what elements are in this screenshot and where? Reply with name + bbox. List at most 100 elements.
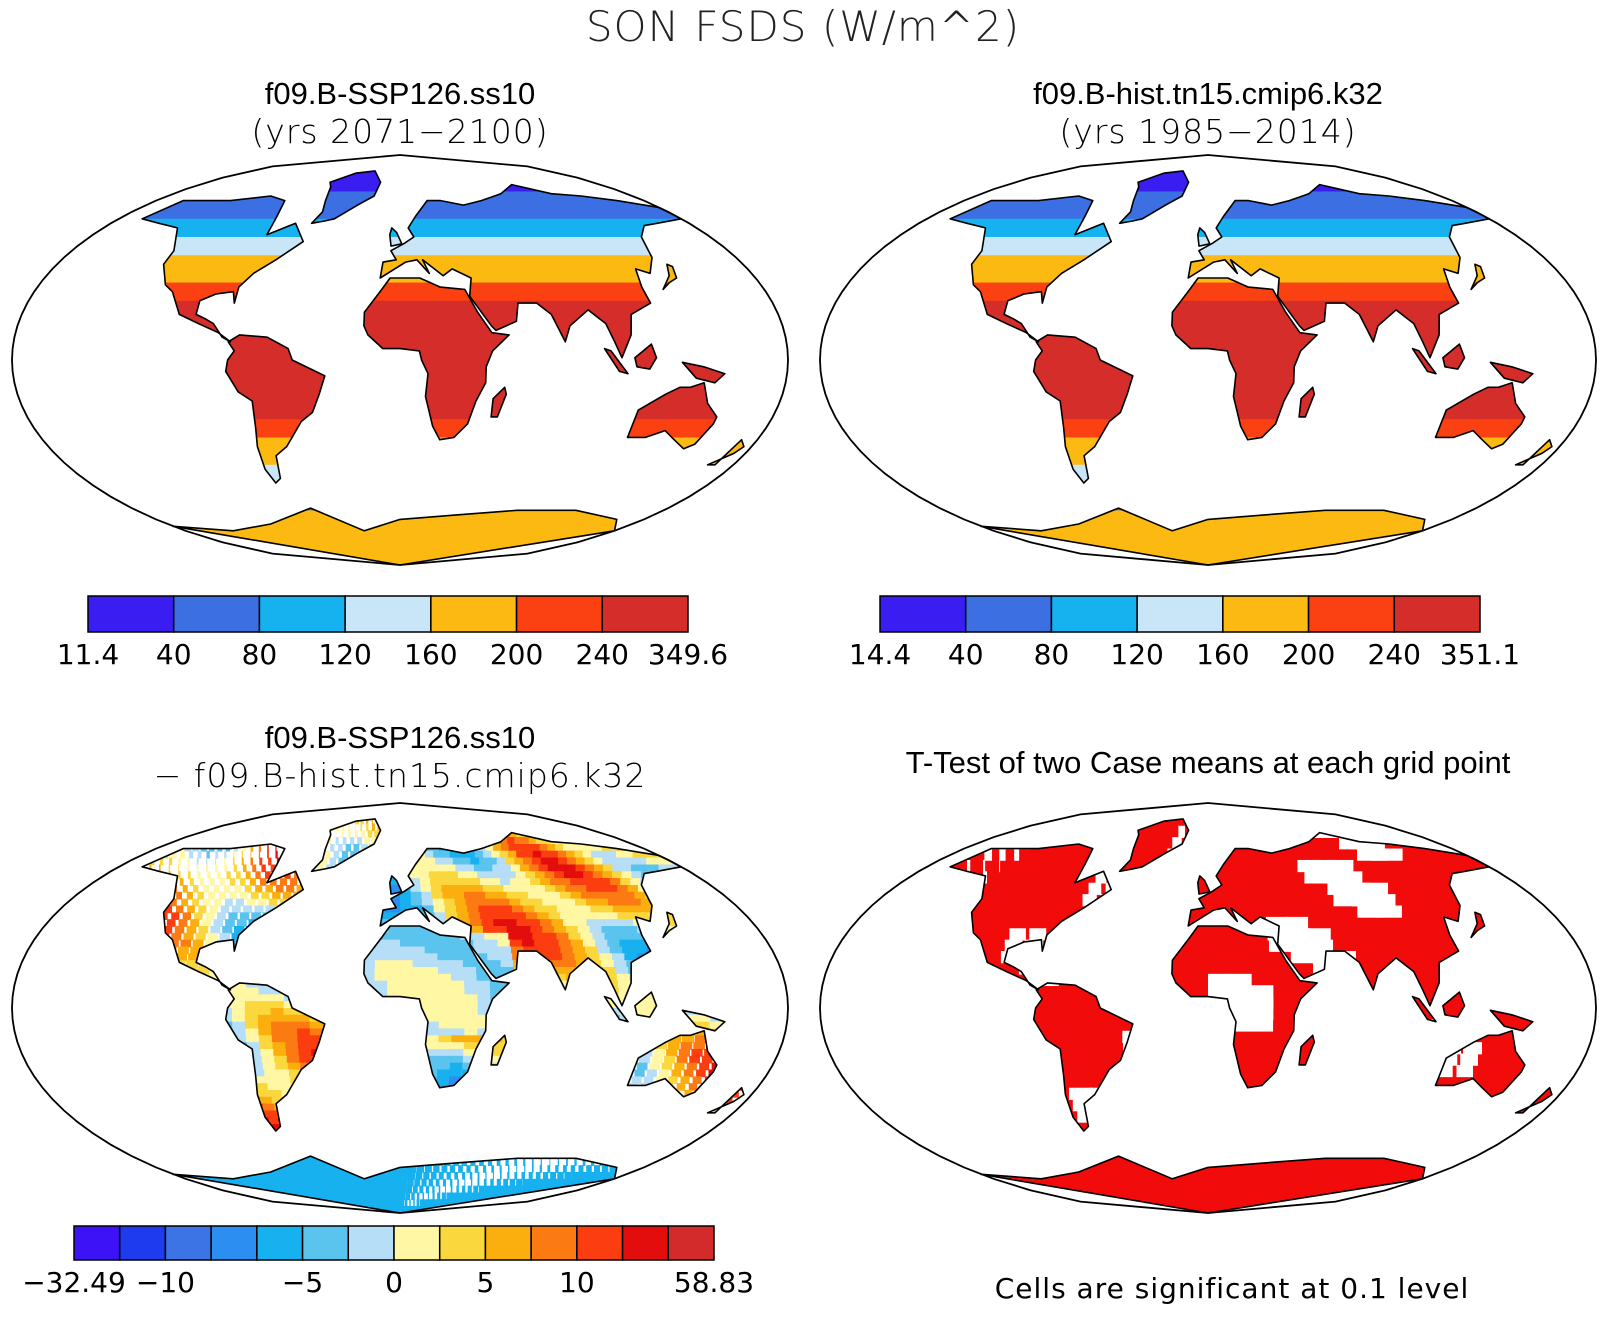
- panel-3-subtitle: − f09.B-hist.tn15.cmip6.k32: [153, 756, 647, 795]
- colorbar-swatch: [964, 595, 1053, 633]
- colorbar-swatch: [1307, 595, 1396, 633]
- colorbar-swatch: [879, 595, 967, 633]
- colorbar-label: 160: [1196, 638, 1249, 671]
- colorbar-3: −32.49 −10 −5 0 5 10 58.83: [22, 1225, 754, 1299]
- map-border: [11, 802, 789, 1214]
- coastline-borneo: [1442, 991, 1466, 1018]
- coastline-borneo: [634, 991, 658, 1018]
- colorbar-swatch: [118, 1225, 167, 1261]
- colorbar-swatch: [621, 1225, 670, 1261]
- colorbar-label: 80: [1034, 638, 1070, 671]
- colorbar-swatch: [210, 1225, 258, 1261]
- colorbar-label: 11.4: [57, 638, 119, 671]
- colorbar-swatch: [601, 595, 689, 633]
- panel-2-title: f09.B-hist.tn15.cmip6.k32: [1033, 76, 1383, 111]
- colorbar-swatch: [164, 1225, 212, 1261]
- coastline-nz: [1514, 1086, 1553, 1114]
- coastline-greenland: [1118, 818, 1190, 873]
- colorbar-swatch: [344, 595, 432, 633]
- coastline-sumatra: [1411, 995, 1437, 1023]
- colorbar-label: 5: [477, 1266, 495, 1299]
- coastline-japan: [662, 911, 678, 939]
- coastline-sumatra: [603, 347, 629, 375]
- colorbar-1: 11.4 40 80 120 160 200 240 349.6: [57, 595, 728, 671]
- colorbar-label: 200: [1282, 638, 1335, 671]
- colorbar-swatch: [393, 1225, 441, 1261]
- coastline-japan: [1470, 263, 1486, 291]
- coastline-samerica: [224, 982, 326, 1132]
- map-border: [819, 154, 1597, 566]
- coastline-greenland: [1118, 170, 1190, 225]
- colorbar-swatch: [258, 595, 346, 633]
- coastline-nz: [706, 438, 745, 466]
- colorbar-label: 120: [318, 638, 371, 671]
- coastline-eurasia: [1187, 183, 1490, 359]
- colorbar-swatch: [530, 1225, 578, 1261]
- colorbar-label: 120: [1110, 638, 1163, 671]
- figure-title: SON FSDS (W/m^2): [585, 2, 1021, 51]
- coastline-borneo: [634, 343, 658, 370]
- map-panel-1: [11, 154, 789, 566]
- coastline-uk: [389, 227, 403, 247]
- coastline-africa: [363, 277, 510, 441]
- map-border: [819, 802, 1597, 1214]
- coastline-madagascar: [1298, 386, 1316, 418]
- coastline-greenland: [310, 170, 382, 225]
- colorbar-swatch: [484, 1225, 532, 1261]
- colorbar-swatch: [438, 1225, 487, 1261]
- coastline-eurasia: [379, 183, 682, 359]
- coastline-australia: [1434, 1030, 1526, 1098]
- colorbar-swatch: [87, 595, 175, 633]
- coastline-uk: [1197, 227, 1211, 247]
- coastline-japan: [662, 263, 678, 291]
- coastline-australia: [626, 1030, 718, 1098]
- colorbar-swatch: [430, 595, 518, 633]
- coastline-newguinea: [681, 361, 726, 384]
- colorbar-label: 58.83: [674, 1266, 754, 1299]
- coastline-namerica: [141, 195, 304, 343]
- colorbar-label: 240: [1368, 638, 1421, 671]
- colorbar-label: −5: [282, 1266, 323, 1299]
- colorbar-label: −32.49: [22, 1266, 126, 1299]
- colorbar-swatch: [667, 1225, 715, 1261]
- panel-3-title: f09.B-SSP126.ss10: [264, 720, 536, 755]
- coastline-namerica: [949, 843, 1112, 991]
- colorbar-label: −10: [136, 1266, 195, 1299]
- colorbar-swatch: [1222, 595, 1310, 633]
- coastline-newguinea: [1489, 1009, 1534, 1032]
- coastline-eurasia: [1187, 831, 1490, 1007]
- coastline-australia: [626, 382, 718, 450]
- coastline-eurasia: [379, 831, 682, 1007]
- colorbar-label: 240: [576, 638, 629, 671]
- land-fill: [142, 818, 744, 1213]
- land-fill: [950, 170, 1552, 565]
- colorbar-label: 200: [490, 638, 543, 671]
- colorbar-swatch: [347, 1225, 395, 1261]
- coastline-greenland: [310, 818, 382, 873]
- colorbar-swatch: [73, 1225, 121, 1261]
- significance-note: Cells are significant at 0.1 level: [994, 1272, 1470, 1305]
- coastline-nz: [1514, 438, 1553, 466]
- panel-2-subtitle: (yrs 1985−2014): [1059, 112, 1357, 151]
- coastline-madagascar: [1298, 1034, 1316, 1066]
- coastline-madagascar: [490, 386, 508, 418]
- coastline-borneo: [1442, 343, 1466, 370]
- coastline-nz: [706, 1086, 745, 1114]
- map-border: [11, 154, 789, 566]
- colorbar-2: 14.4 40 80 120 160 200 240 351.1: [849, 595, 1520, 671]
- coastline-madagascar: [490, 1034, 508, 1066]
- colorbar-label: 351.1: [1440, 638, 1520, 671]
- coastline-namerica: [949, 195, 1112, 343]
- colorbar-swatch: [256, 1225, 304, 1261]
- colorbar-swatch: [301, 1225, 350, 1261]
- coastline-samerica: [1032, 982, 1134, 1132]
- coastline-samerica: [1032, 334, 1134, 484]
- land-fill: [950, 818, 1552, 1213]
- coastline-namerica: [141, 843, 304, 991]
- colorbar-swatch: [515, 595, 604, 633]
- coastline-samerica: [224, 334, 326, 484]
- map-panel-2: [819, 154, 1597, 566]
- coastline-africa: [1171, 925, 1318, 1089]
- coastline-newguinea: [681, 1009, 726, 1032]
